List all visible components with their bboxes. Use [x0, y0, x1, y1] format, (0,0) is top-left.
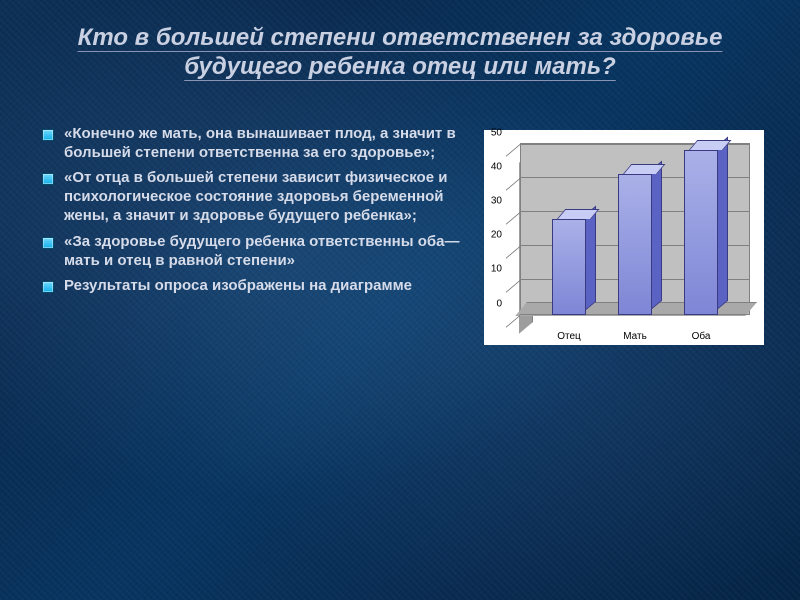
bar [684, 150, 718, 314]
bar [618, 174, 652, 314]
slide: Кто в большей степени ответственен за зд… [0, 0, 800, 600]
y-tick-label: 20 [491, 230, 502, 241]
bullet-item: «За здоровье будущего ребенка ответствен… [36, 232, 460, 270]
bullet-list: «Конечно же мать, она вынашивает плод, а… [36, 124, 460, 345]
bar-front [618, 174, 652, 314]
y-tick-label: 40 [491, 161, 502, 172]
x-tick-label: Оба [692, 331, 711, 342]
bar-side [586, 205, 596, 309]
bar [552, 219, 586, 315]
plot-area: 01020304050ОтецМатьОба [520, 144, 750, 315]
bar-front [552, 219, 586, 315]
bar-side [652, 161, 662, 310]
y-tick-label: 30 [491, 196, 502, 207]
x-tick-label: Отец [557, 331, 581, 342]
content-row: «Конечно же мать, она вынашивает плод, а… [36, 124, 764, 345]
bullet-item: «Конечно же мать, она вынашивает плод, а… [36, 124, 460, 162]
bullet-item: «От отца в большей степени зависит физич… [36, 168, 460, 226]
slide-title: Кто в большей степени ответственен за зд… [36, 24, 764, 82]
y-tick-label: 10 [491, 264, 502, 275]
y-tick-label: 0 [496, 298, 502, 309]
x-tick-label: Мать [623, 331, 647, 342]
bar-chart: 0 10 20 30 40 50 Отец Мать Оба [484, 130, 764, 345]
bar-front [684, 150, 718, 314]
bar-side [718, 137, 728, 310]
bullet-item: Результаты опроса изображены на диаграмм… [36, 276, 460, 295]
y-tick-label: 50 [491, 127, 502, 138]
